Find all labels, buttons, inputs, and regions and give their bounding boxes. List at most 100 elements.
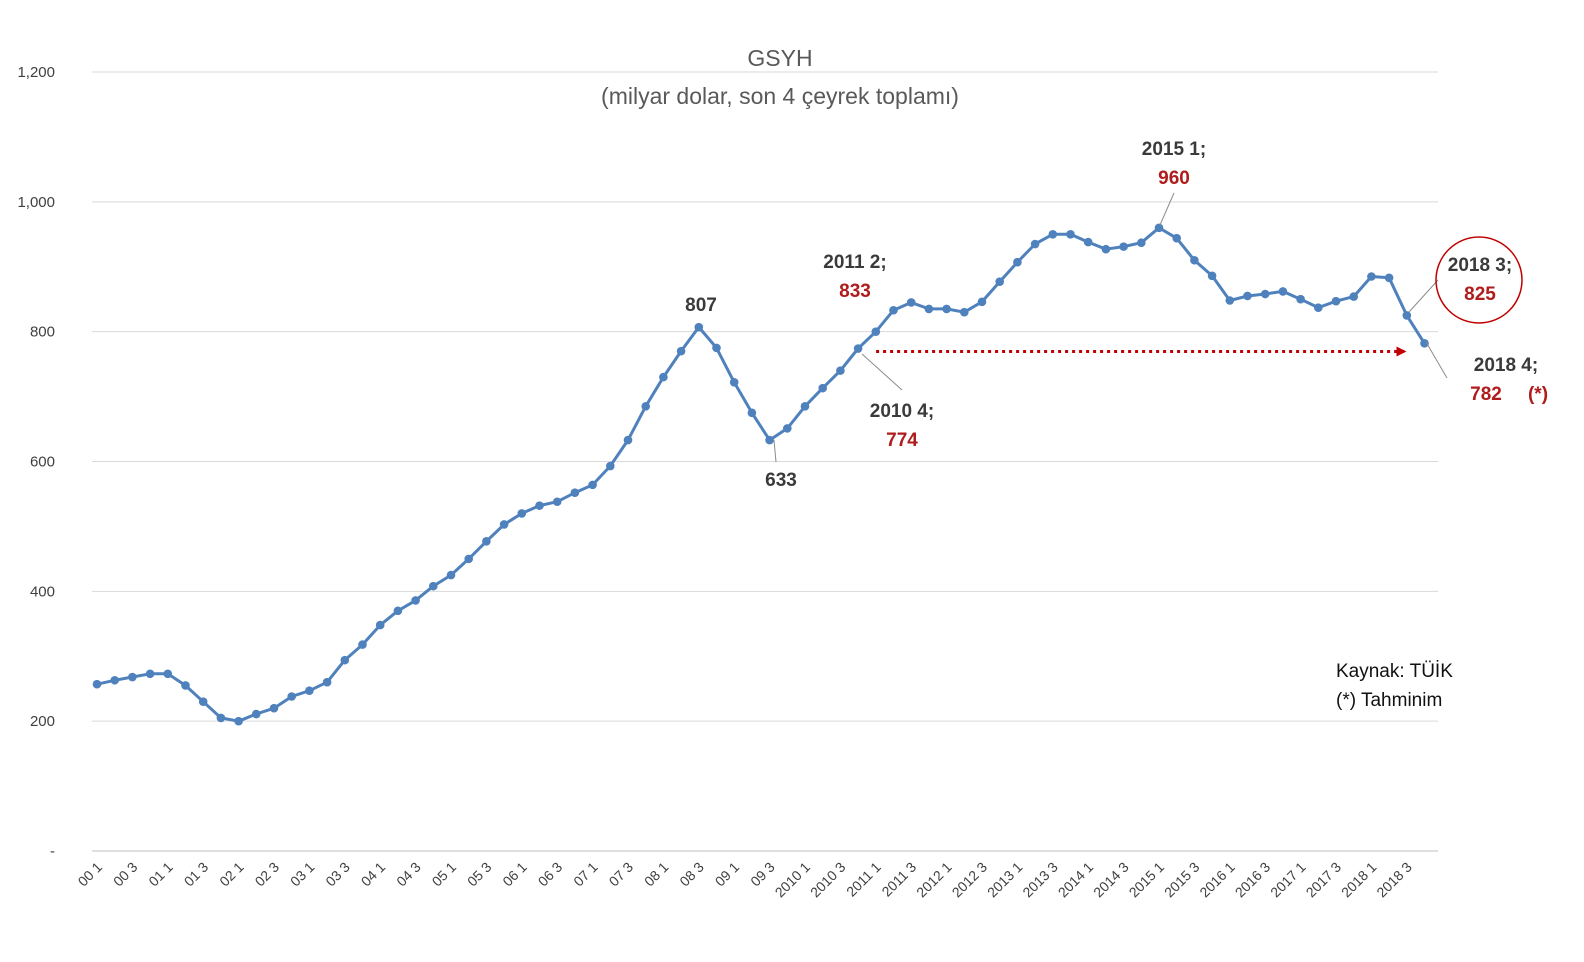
annotation-label: 2011 2; bbox=[823, 252, 886, 273]
data-point bbox=[1331, 296, 1341, 306]
data-point bbox=[729, 378, 739, 387]
data-point bbox=[1030, 239, 1040, 249]
estimate-marker: (*) bbox=[1528, 384, 1548, 405]
data-point bbox=[800, 402, 810, 411]
data-point bbox=[1384, 273, 1394, 283]
estimate-note: (*) Tahminim bbox=[1336, 690, 1442, 711]
y-tick-label: 800 bbox=[30, 324, 55, 341]
data-point bbox=[1048, 229, 1058, 239]
x-tick-label: 06 3 bbox=[535, 859, 566, 890]
annotation-value: 825 bbox=[1464, 284, 1496, 305]
data-point bbox=[1154, 223, 1164, 233]
x-tick-label: 2013 1 bbox=[984, 859, 1026, 901]
data-point bbox=[871, 327, 881, 336]
data-point bbox=[606, 461, 615, 471]
y-tick-label: 1,200 bbox=[17, 64, 55, 81]
data-point bbox=[216, 713, 226, 723]
gdp-series bbox=[92, 223, 1429, 726]
y-tick-label: 600 bbox=[30, 454, 55, 471]
x-tick-label: 03 3 bbox=[322, 859, 353, 890]
annotation-leader bbox=[1408, 279, 1439, 313]
data-point bbox=[464, 554, 474, 564]
data-point bbox=[411, 596, 420, 605]
data-point bbox=[1190, 255, 1199, 265]
data-point bbox=[747, 408, 757, 418]
y-tick-label: 1,000 bbox=[17, 194, 55, 211]
data-point bbox=[1243, 291, 1252, 301]
annotation-label: 2015 1; bbox=[1142, 139, 1206, 160]
gridlines bbox=[92, 71, 1438, 852]
x-tick-label: 2010 1 bbox=[772, 859, 814, 901]
data-point bbox=[234, 716, 243, 726]
data-point bbox=[1278, 287, 1288, 296]
data-point bbox=[836, 366, 845, 375]
x-tick-label: 01 3 bbox=[181, 859, 212, 890]
data-point bbox=[1260, 289, 1270, 299]
data-point bbox=[128, 672, 137, 682]
x-tick-label: 2011 1 bbox=[843, 859, 884, 900]
data-point bbox=[251, 709, 261, 719]
x-tick-label: 2015 1 bbox=[1126, 859, 1168, 901]
x-tick-label: 01 1 bbox=[145, 859, 176, 890]
x-tick-label: 2010 3 bbox=[807, 859, 849, 901]
x-tick-label: 2015 3 bbox=[1161, 859, 1203, 901]
data-point bbox=[269, 703, 279, 713]
x-tick-label: 02 1 bbox=[216, 859, 247, 890]
data-point bbox=[1314, 303, 1323, 312]
x-tick-label: 2012 3 bbox=[949, 859, 991, 901]
data-point bbox=[198, 697, 208, 706]
x-tick-label: 09 3 bbox=[747, 859, 778, 890]
x-tick-label: 02 3 bbox=[252, 859, 283, 890]
data-point bbox=[818, 383, 827, 393]
data-point bbox=[1296, 294, 1305, 304]
data-point bbox=[499, 520, 509, 529]
data-point bbox=[393, 606, 403, 616]
annotation-leader bbox=[1425, 341, 1448, 379]
data-point bbox=[429, 581, 438, 591]
data-point bbox=[482, 537, 491, 546]
data-point bbox=[588, 480, 597, 490]
data-point bbox=[92, 679, 102, 689]
data-point bbox=[977, 297, 987, 307]
x-tick-label: 05 1 bbox=[429, 859, 460, 890]
y-axis: - 200 400 600 800 1,000 1,200 bbox=[17, 64, 55, 860]
data-point bbox=[659, 372, 668, 382]
annotation-label: 807 bbox=[685, 295, 717, 316]
data-point bbox=[322, 677, 332, 687]
x-tick-label: 2017 1 bbox=[1267, 859, 1309, 901]
data-point bbox=[517, 509, 527, 518]
data-point bbox=[1349, 292, 1358, 301]
annotations: 807 633 2010 4; 774 2011 2; 833 2015 1; 960 2018… bbox=[685, 139, 1548, 491]
annotation-leader bbox=[1159, 192, 1175, 226]
data-point bbox=[1172, 233, 1181, 243]
data-point bbox=[1402, 311, 1412, 320]
data-point bbox=[570, 488, 580, 497]
data-point bbox=[110, 675, 119, 685]
data-point bbox=[1119, 242, 1128, 251]
data-point bbox=[694, 322, 704, 332]
data-point bbox=[375, 620, 385, 630]
data-point bbox=[924, 304, 934, 314]
x-tick-label: 07 1 bbox=[570, 859, 601, 890]
x-tick-label: 2014 3 bbox=[1090, 859, 1132, 901]
data-point bbox=[1066, 229, 1075, 239]
x-tick-label: 06 1 bbox=[499, 859, 530, 890]
data-point bbox=[1367, 272, 1376, 281]
chart-subtitle: (milyar dolar, son 4 çeyrek toplamı) bbox=[601, 83, 959, 109]
annotation-label: 633 bbox=[765, 470, 797, 491]
data-point bbox=[995, 277, 1004, 286]
data-point bbox=[676, 346, 686, 356]
series-line bbox=[96, 226, 1426, 723]
annotation-label: 2018 4; bbox=[1474, 355, 1538, 376]
annotation-value: 833 bbox=[839, 281, 871, 302]
x-tick-label: 03 1 bbox=[287, 859, 318, 890]
data-point bbox=[960, 307, 969, 317]
data-point bbox=[1225, 296, 1235, 305]
x-tick-label: 2018 3 bbox=[1373, 859, 1415, 901]
data-point bbox=[641, 402, 650, 411]
x-tick-label: 09 1 bbox=[712, 859, 743, 890]
data-point bbox=[783, 424, 792, 433]
chart-title: GSYH bbox=[747, 45, 812, 71]
y-tick-label: 200 bbox=[30, 713, 55, 730]
data-point bbox=[1013, 257, 1022, 267]
